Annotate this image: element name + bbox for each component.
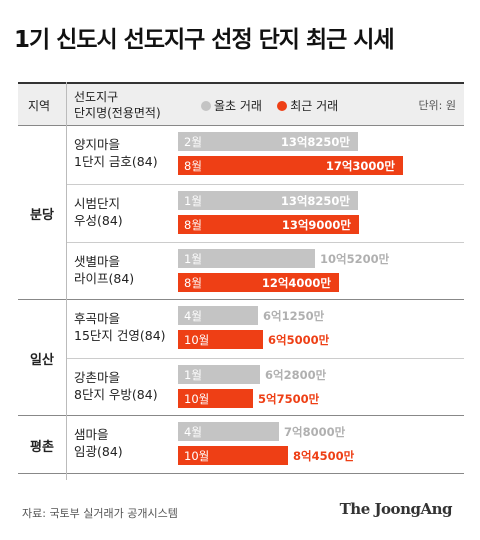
recent-value-label: 6억5000만 — [268, 333, 330, 347]
region-label: 일산 — [30, 353, 54, 368]
header-region: 지역 — [28, 99, 51, 113]
column-divider — [66, 82, 67, 480]
complex-name-line1: 양지마을 — [74, 137, 121, 152]
table-header: 지역 선도지구 단지명(전용면적) 올초 거래 최근 거래 단위: 원 — [18, 82, 464, 126]
recent-month-label: 10월 — [184, 333, 210, 347]
recent-bar: 10월 — [178, 330, 263, 349]
past-bar: 1월 — [178, 191, 358, 210]
complex-label: 후곡마을 15단지 건영(84) — [74, 310, 166, 344]
recent-bar: 8월 — [178, 273, 339, 292]
past-month-label: 4월 — [184, 309, 202, 323]
recent-month-label: 8월 — [184, 159, 202, 173]
complex-name-line1: 시범단지 — [74, 196, 121, 211]
past-month-label: 4월 — [184, 425, 202, 439]
recent-month-label: 8월 — [184, 218, 202, 232]
past-month-label: 1월 — [184, 252, 202, 266]
past-value-label: 6억1250만 — [263, 309, 325, 323]
past-bar: 4월 — [178, 422, 279, 441]
recent-value-label: 8억4500만 — [293, 449, 355, 463]
complex-label: 양지마을 1단지 금호(84) — [74, 136, 158, 170]
publisher-logo: The JoongAng — [339, 500, 453, 518]
past-value-label: 13억8250만 — [280, 194, 350, 208]
region-label: 평촌 — [30, 440, 54, 455]
past-bar: 2월 — [178, 132, 358, 151]
past-value-label: 10억5200만 — [320, 252, 390, 266]
recent-month-label: 10월 — [184, 392, 210, 406]
recent-value-label: 17억3000만 — [325, 159, 395, 173]
complex-name-line1: 후곡마을 — [74, 311, 121, 326]
recent-bar: 10월 — [178, 446, 288, 465]
chart-table: 지역 선도지구 단지명(전용면적) 올초 거래 최근 거래 단위: 원 분당 양지… — [18, 82, 464, 480]
past-value-label: 6억2800만 — [265, 368, 327, 382]
past-value-label: 7억8000만 — [284, 425, 346, 439]
complex-row: 양지마을 1단지 금호(84) 2월 13억8250만 8월 17억3000만 — [66, 126, 464, 184]
past-month-label: 1월 — [184, 194, 202, 208]
recent-month-label: 8월 — [184, 276, 202, 290]
recent-value-label: 12억4000만 — [261, 276, 331, 290]
complex-name-line1: 샘마을 — [74, 427, 109, 442]
recent-value-label: 13억9000만 — [281, 218, 351, 232]
recent-value-label: 5억7500만 — [258, 392, 320, 406]
legend-past-label: 올초 거래 — [214, 99, 262, 113]
recent-bar: 8월 — [178, 215, 359, 234]
region-label: 분당 — [30, 208, 54, 223]
past-month-label: 1월 — [184, 368, 202, 382]
past-bar: 1월 — [178, 249, 315, 268]
legend-recent-label: 최근 거래 — [290, 99, 339, 113]
complex-name-line2: 15단지 건영(84) — [74, 328, 166, 343]
past-bar: 1월 — [178, 365, 260, 384]
complex-row: 강촌마을 8단지 우방(84) 1월 6억2800만 10월 5억7500만 — [66, 358, 464, 417]
complex-name-line2: 1단지 금호(84) — [74, 154, 158, 169]
complex-name-line2: 8단지 우방(84) — [74, 387, 158, 402]
complex-name-line1: 샛별마을 — [74, 254, 121, 269]
complex-row: 후곡마을 15단지 건영(84) 4월 6억1250만 10월 6억5000만 — [66, 300, 464, 358]
complex-name-line2: 라이프(84) — [74, 271, 135, 286]
page-title: 1기 신도시 선도지구 선정 단지 최근 시세 — [14, 27, 395, 53]
recent-bar: 8월 — [178, 156, 403, 175]
past-value-label: 13억8250만 — [280, 135, 350, 149]
legend-recent-swatch — [277, 101, 288, 111]
recent-bar: 10월 — [178, 389, 253, 408]
unit-label: 단위: 원 — [418, 99, 456, 112]
past-bar: 4월 — [178, 306, 258, 325]
header-complex: 선도지구 단지명(전용면적) — [74, 89, 161, 121]
header-complex-line2: 단지명(전용면적) — [74, 106, 161, 120]
source-note: 자료: 국토부 실거래가 공개시스템 — [22, 507, 178, 520]
complex-name-line2: 우성(84) — [74, 213, 123, 228]
complex-name-line1: 강촌마을 — [74, 370, 121, 385]
recent-month-label: 10월 — [184, 449, 210, 463]
complex-label: 강촌마을 8단지 우방(84) — [74, 369, 158, 403]
past-month-label: 2월 — [184, 135, 202, 149]
legend: 올초 거래 최근 거래 — [201, 97, 338, 114]
complex-name-line2: 임광(84) — [74, 444, 123, 459]
header-complex-line1: 선도지구 — [74, 90, 119, 104]
legend-past-swatch — [201, 101, 211, 111]
